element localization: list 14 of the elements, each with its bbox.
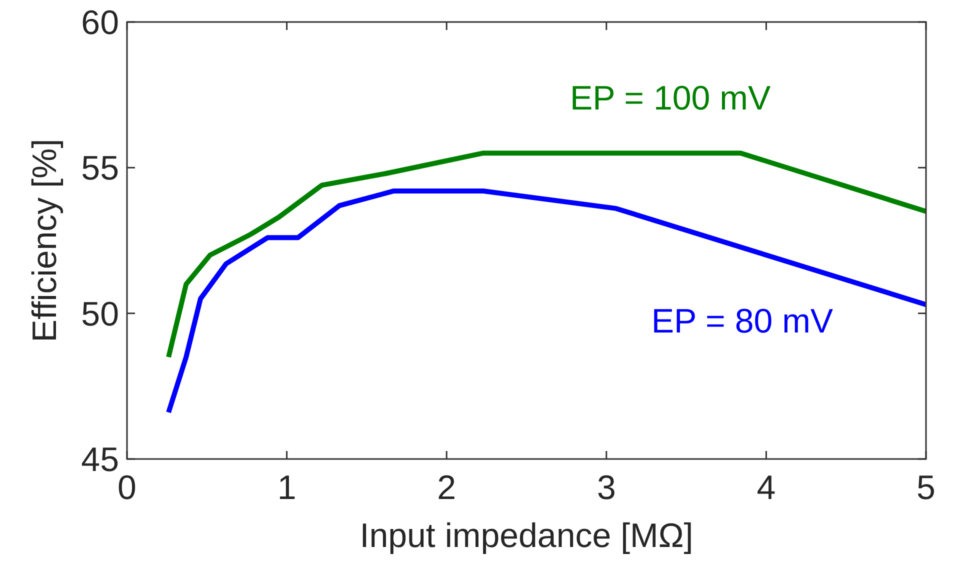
x-tick-label: 1 bbox=[277, 469, 296, 507]
y-tick-label: 45 bbox=[81, 441, 119, 479]
y-axis-title: Efficiency [%] bbox=[26, 138, 64, 342]
x-tick-label: 0 bbox=[118, 469, 136, 507]
x-tick-label: 4 bbox=[756, 469, 776, 507]
x-tick-label: 3 bbox=[596, 469, 616, 507]
x-tick-label: 2 bbox=[437, 469, 456, 507]
series-label: EP = 80 mV bbox=[651, 302, 834, 340]
series-label: EP = 100 mV bbox=[570, 79, 771, 118]
x-axis-title: Input impedance [MΩ] bbox=[360, 517, 694, 555]
y-tick-label: 50 bbox=[81, 295, 119, 334]
y-tick-label: 60 bbox=[81, 4, 119, 42]
y-tick-label: 55 bbox=[81, 150, 119, 188]
x-tick-label: 5 bbox=[916, 469, 936, 507]
